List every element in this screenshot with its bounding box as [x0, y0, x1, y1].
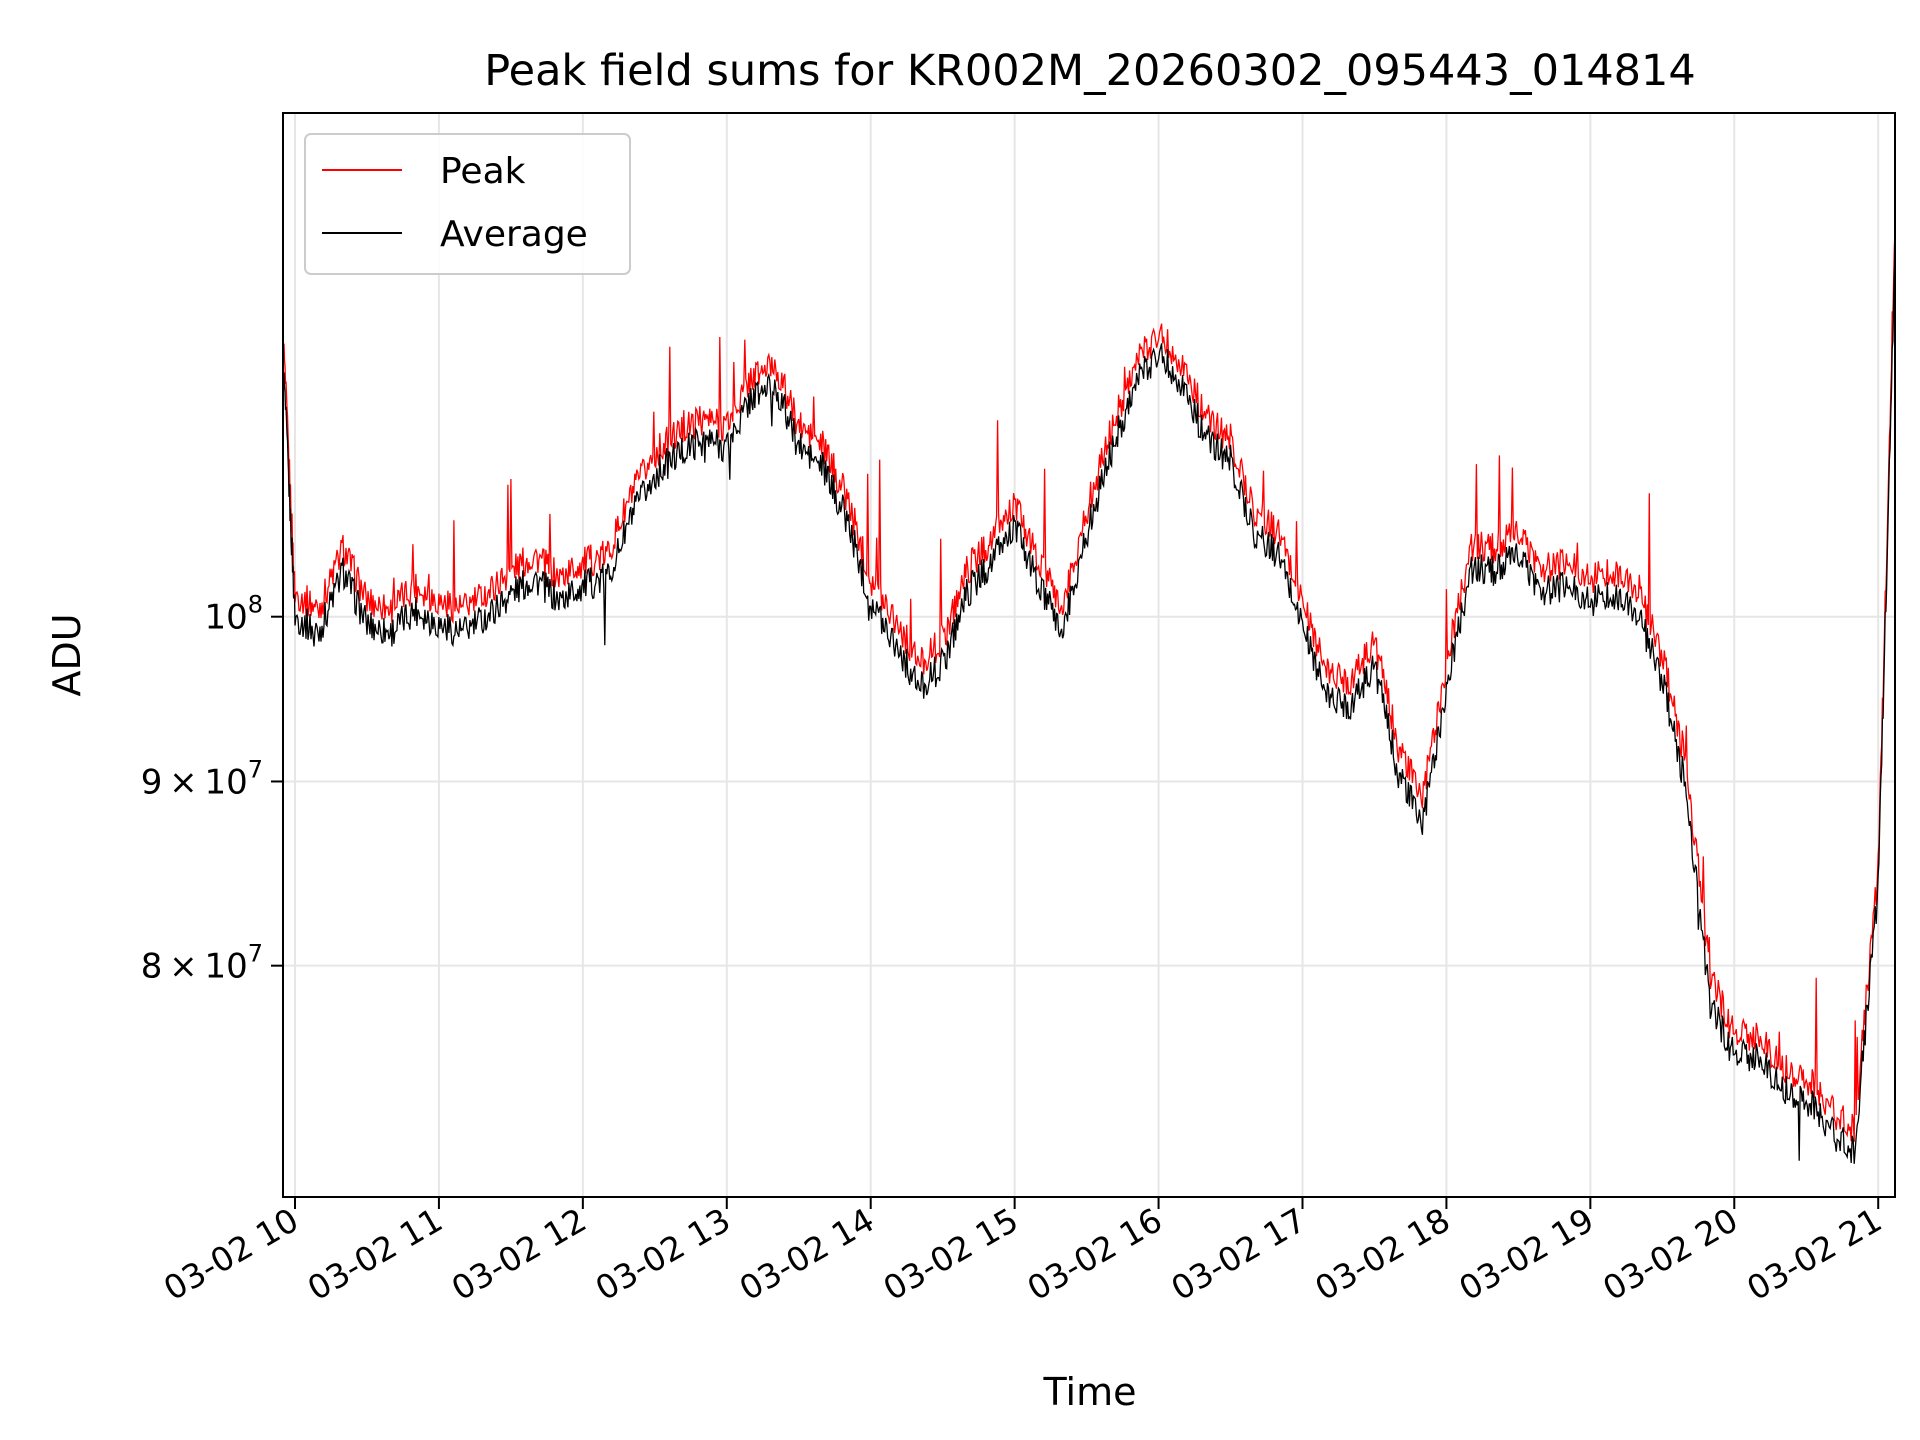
x-tick-label: 03-02 13 [589, 1200, 737, 1308]
x-axis-label: Time [1043, 1370, 1137, 1414]
y-tick-base: 9 × 10 [141, 762, 248, 802]
y-axis-label: ADU [45, 613, 89, 696]
legend-label-average: Average [440, 214, 588, 255]
x-tick-label: 03-02 15 [877, 1200, 1025, 1308]
y-tick-label: 108 [204, 591, 263, 638]
x-tick-label: 03-02 10 [157, 1200, 305, 1308]
y-tick-exponent: 7 [248, 755, 263, 783]
legend: Peak Average [304, 133, 631, 275]
x-tick-label: 03-02 16 [1021, 1200, 1169, 1308]
x-tick-label: 03-02 20 [1596, 1200, 1744, 1308]
x-tick-label: 03-02 12 [445, 1200, 593, 1308]
plot-area [283, 230, 1895, 1164]
chart-title: Peak field sums for KR002M_20260302_0954… [484, 46, 1696, 96]
y-tick-exponent: 7 [248, 940, 263, 968]
legend-label-peak: Peak [440, 151, 526, 192]
y-tick-label: 8 × 107 [141, 940, 263, 987]
series-line-average [283, 255, 1895, 1164]
x-tick-label: 03-02 19 [1452, 1200, 1600, 1308]
y-tick-base: 8 × 10 [141, 947, 248, 987]
x-tick-label: 03-02 21 [1740, 1200, 1888, 1308]
x-tick-label: 03-02 14 [733, 1200, 881, 1308]
x-tick-label: 03-02 11 [301, 1200, 449, 1308]
x-tick-label: 03-02 18 [1308, 1200, 1456, 1308]
y-tick-base: 10 [204, 598, 247, 638]
grid-lines [283, 113, 1895, 1197]
y-tick-exponent: 8 [248, 591, 263, 619]
series-line-peak [283, 230, 1895, 1142]
axes-frame [282, 112, 1896, 1198]
y-tick-label: 9 × 107 [141, 755, 263, 802]
x-tick-label: 03-02 17 [1164, 1200, 1312, 1308]
